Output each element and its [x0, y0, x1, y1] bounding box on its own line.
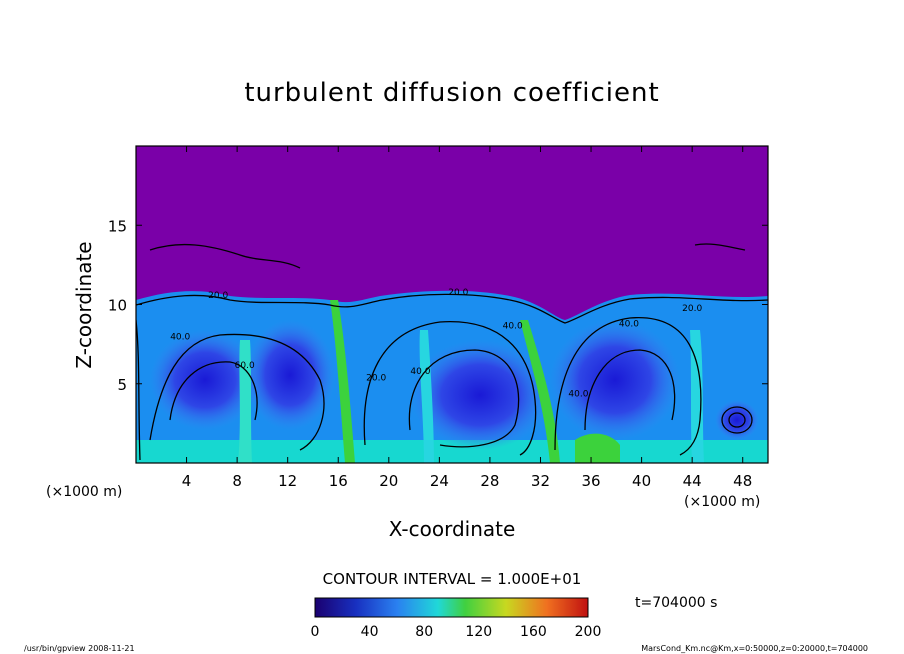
x-axis: 4 8 12 16 20 24 28 32 36 40 44 48 — [182, 146, 752, 490]
colorbar-gradient — [314, 597, 589, 618]
x-axis-label: X-coordinate — [389, 517, 516, 541]
contour-labels: 40.0 20.0 60.0 20.0 40.0 20.0 40.0 40.0 40.0 20.0 — [170, 288, 702, 399]
y-tick-label: 5 — [117, 376, 127, 394]
x-tick-label: 32 — [531, 472, 550, 490]
colorbar-tick-label: 120 — [465, 624, 492, 640]
x-tick-label: 44 — [683, 472, 702, 490]
x-tick-label: 12 — [278, 472, 297, 490]
colorbar-tick-label: 0 — [311, 624, 320, 640]
x-unit-left: (×1000 m) — [46, 484, 122, 500]
contour-lines — [136, 243, 768, 461]
heatmap-field — [136, 146, 768, 463]
contour-label: 40.0 — [619, 320, 639, 330]
contour-label: 20.0 — [448, 288, 468, 298]
footer-left: /usr/bin/gpview 2008-11-21 — [24, 644, 135, 653]
footer-right: MarsCond_Km.nc@Km,x=0:50000,z=0:20000,t=… — [641, 644, 868, 653]
x-tick-label: 4 — [182, 472, 192, 490]
x-tick-label: 24 — [430, 472, 449, 490]
y-axis-label: Z-coordinate — [72, 241, 96, 368]
chart-title: turbulent diffusion coefficient — [244, 78, 659, 108]
contour-label: 20.0 — [208, 291, 228, 301]
x-tick-label: 20 — [379, 472, 398, 490]
contour-label: 40.0 — [503, 321, 523, 331]
time-text: t=704000 s — [635, 595, 717, 611]
x-unit-right: (×1000 m) — [684, 494, 760, 510]
x-tick-label: 36 — [581, 472, 600, 490]
x-tick-label: 28 — [480, 472, 499, 490]
y-tick-label: 10 — [108, 297, 127, 315]
x-tick-label: 8 — [232, 472, 242, 490]
x-tick-label: 40 — [632, 472, 651, 490]
colorbar-tick-label: 200 — [575, 624, 602, 640]
contour-label: 40.0 — [170, 332, 190, 342]
contour-label: 20.0 — [366, 374, 386, 384]
colorbar-tick-label: 80 — [415, 624, 433, 640]
contour-label: 60.0 — [235, 361, 255, 371]
y-tick-label: 15 — [108, 217, 127, 235]
contour-label: 40.0 — [568, 389, 588, 399]
contour-interval-text: CONTOUR INTERVAL = 1.000E+01 — [323, 570, 582, 588]
colorbar-tick-label: 40 — [361, 624, 379, 640]
colorbar: 0 40 80 120 160 200 — [311, 597, 602, 640]
x-tick-label: 16 — [329, 472, 348, 490]
colorbar-tick-label: 160 — [520, 624, 547, 640]
contour-label: 20.0 — [682, 304, 702, 314]
contour-label: 40.0 — [410, 367, 430, 377]
y-axis: 5 10 15 — [108, 217, 768, 394]
x-tick-label: 48 — [733, 472, 752, 490]
